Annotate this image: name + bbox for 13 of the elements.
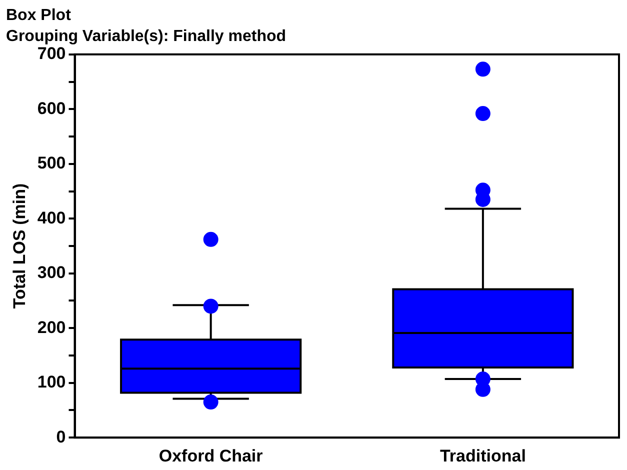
y-tick-label: 300 bbox=[37, 263, 66, 282]
x-tick-label: Oxford Chair bbox=[158, 446, 264, 466]
chart-title: Box Plot bbox=[6, 7, 72, 24]
y-tick-label: 400 bbox=[37, 208, 66, 228]
y-tick-label: 500 bbox=[37, 154, 66, 173]
chart-subtitle: Grouping Variable(s): Finally method bbox=[6, 28, 286, 46]
y-tick-label: 700 bbox=[37, 44, 66, 64]
x-tick-label: Traditional bbox=[440, 446, 526, 466]
y-tick-label: 0 bbox=[56, 427, 66, 446]
y-tick-label: 600 bbox=[37, 98, 66, 118]
y-tick-label: 200 bbox=[37, 318, 66, 337]
y-tick-label: 100 bbox=[37, 372, 66, 392]
y-axis-title: Total LOS (min) bbox=[10, 183, 29, 309]
